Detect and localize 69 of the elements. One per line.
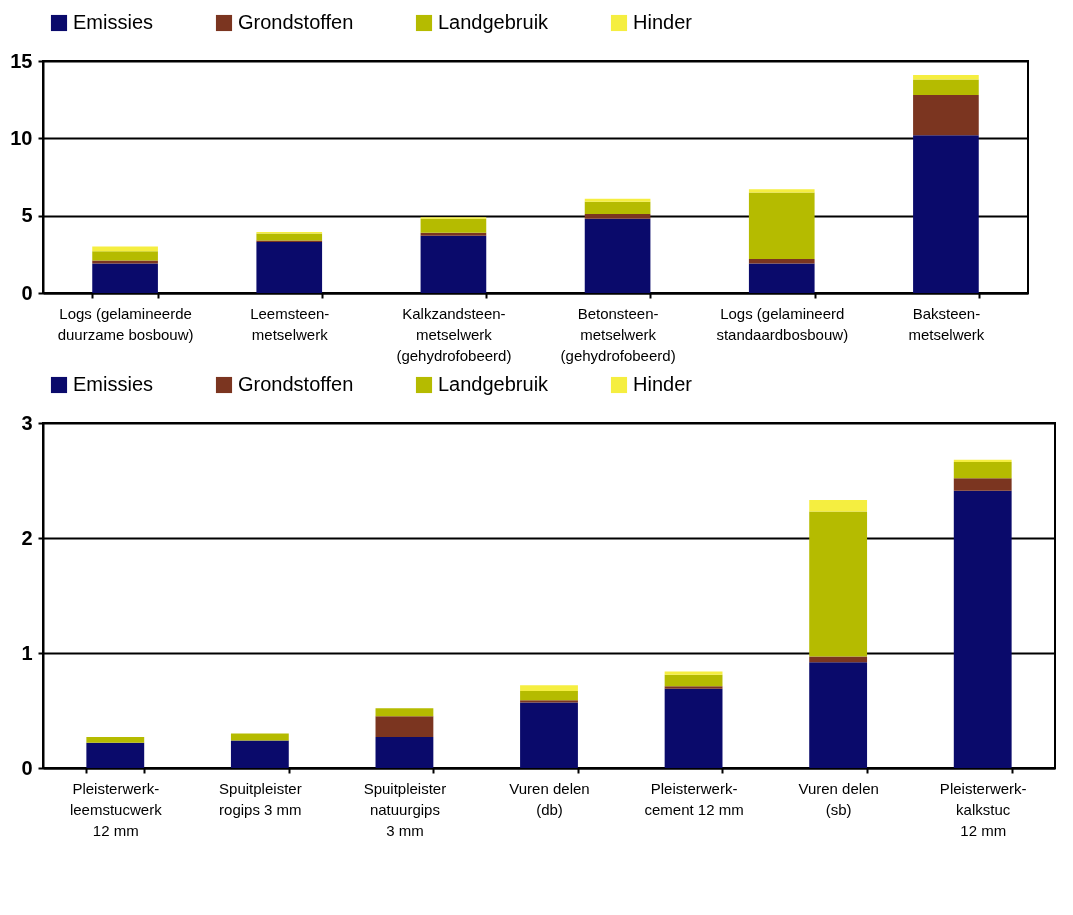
- y-tick-label: 1: [21, 641, 33, 664]
- bar: [913, 74, 979, 80]
- legend-label: Landgebruik: [438, 11, 550, 33]
- bar: [584, 214, 651, 219]
- y-tick-label: 3: [21, 411, 33, 434]
- bar: [375, 736, 434, 768]
- bar: [664, 688, 723, 768]
- legend-label: Grondstoffen: [238, 11, 354, 33]
- bar: [809, 656, 868, 663]
- bar: [230, 740, 289, 768]
- bar: [664, 686, 723, 689]
- bar: [913, 135, 979, 293]
- bar: [809, 662, 868, 768]
- y-tick-label: 5: [21, 204, 33, 227]
- bar: [953, 478, 1012, 491]
- legend-label: Hinder: [633, 373, 693, 395]
- bar: [748, 263, 815, 293]
- bar: [86, 736, 145, 743]
- bar: [809, 500, 868, 512]
- legend-label: Grondstoffen: [238, 373, 354, 395]
- bar: [375, 708, 434, 717]
- bar: [420, 232, 487, 236]
- x-tick-label: Spuitpleister natuurgips 3 mm: [363, 779, 447, 839]
- x-tick-label: Pleisterwerk-cement 12 mm: [644, 779, 744, 818]
- legend-label: Hinder: [633, 11, 693, 33]
- bar: [92, 260, 158, 264]
- bar: [913, 79, 979, 96]
- legend-label: Landgebruik: [438, 373, 550, 395]
- x-tick-label: Betonsteen-metselwerk (gehydrofobeerd): [560, 304, 676, 364]
- bar: [913, 95, 979, 136]
- x-tick-label: Pleisterwerk-leemstucwerk 12 mm: [69, 779, 163, 839]
- y-tick-label: 0: [21, 756, 33, 779]
- bar: [584, 201, 651, 215]
- x-tick-label: Baksteen-metselwerk: [908, 304, 985, 343]
- legend-label: Emissies: [73, 373, 154, 395]
- x-tick-label: Spuitpleister rogips 3 mm: [219, 779, 302, 818]
- bar: [584, 198, 651, 202]
- bar: [584, 218, 651, 293]
- bar: [420, 218, 487, 233]
- bar: [375, 716, 434, 737]
- x-tick-label: Kalkzandsteen-metselwerk (gehydrofobeerd): [396, 304, 512, 364]
- bar: [86, 742, 145, 768]
- x-tick-label: Leemsteen-metselwerk: [250, 304, 330, 343]
- x-tick-label: Pleisterwerk-kalkstuc 12 mm: [939, 779, 1027, 839]
- bar: [953, 490, 1012, 768]
- bar: [520, 690, 578, 701]
- x-tick-label: Vuren delen (sb): [798, 779, 879, 818]
- x-tick-label: Logs (gelamineerd standaardbosbouw): [716, 304, 849, 343]
- bar: [664, 671, 723, 675]
- bar: [748, 192, 815, 259]
- y-tick-label: 2: [21, 526, 33, 549]
- bar: [748, 189, 815, 193]
- bar: [92, 263, 158, 293]
- bar: [953, 462, 1012, 479]
- y-tick-label: 10: [10, 126, 33, 149]
- x-tick-label: Logs (gelamineerde duurzame bosbouw): [57, 304, 194, 343]
- bar: [748, 258, 815, 264]
- bar: [256, 233, 323, 241]
- bar: [664, 674, 723, 687]
- y-tick-label: 15: [10, 49, 33, 72]
- bar: [256, 241, 323, 293]
- bar: [92, 251, 158, 261]
- x-tick-label: Vuren delen (db): [509, 779, 590, 818]
- bar: [420, 235, 487, 293]
- legend-label: Emissies: [73, 11, 154, 33]
- bar: [809, 511, 868, 657]
- bar: [520, 702, 578, 768]
- bar: [520, 685, 578, 691]
- y-tick-label: 0: [21, 281, 33, 304]
